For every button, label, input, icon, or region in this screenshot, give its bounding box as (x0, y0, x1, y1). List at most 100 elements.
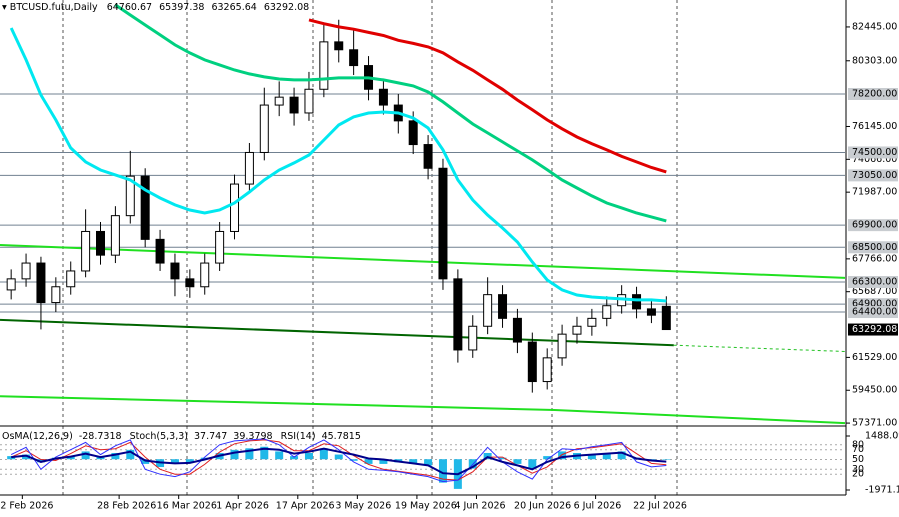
x-tick-label: 19 May 2026 (395, 501, 457, 512)
candle-body (646, 308, 656, 316)
y-tick-label: 76145.00 (852, 121, 897, 132)
level-label: 68500.00 (852, 242, 897, 253)
candle-body (438, 167, 448, 280)
candle-body (334, 41, 344, 51)
x-tick-label: 20 Jun 2026 (514, 501, 571, 512)
price-axis: 82445.00 80303.00 76145.00 74066.00 71987.00… (846, 21, 898, 429)
osma-bar (319, 448, 328, 460)
candle-body (81, 230, 91, 272)
candle-body (468, 325, 478, 351)
candle-body (557, 333, 567, 359)
candle-body (125, 175, 135, 217)
candle-body (140, 175, 150, 240)
candle-body (587, 317, 597, 327)
osma-bar (275, 451, 284, 460)
candle-body (319, 41, 329, 90)
osma-bar (438, 459, 447, 483)
candle-body (408, 120, 418, 146)
osma-bar (260, 446, 269, 460)
y-tick-label: 59450.00 (852, 385, 897, 396)
osma-bar (200, 457, 209, 460)
osma-bar (334, 454, 343, 460)
osma-bar (498, 457, 507, 460)
level-label-box (848, 146, 898, 159)
osc-level-label: 50 (852, 454, 864, 465)
level-label: 64900.00 (852, 299, 897, 310)
level-label-box (848, 306, 898, 319)
osma-bar (141, 459, 150, 464)
x-tick-label: 3 May 2026 (335, 501, 391, 512)
y-tick-label: 71987.00 (852, 187, 897, 198)
candle-body (542, 357, 552, 383)
candle-body (304, 88, 314, 114)
x-tick-label: 2 Feb 2026 (0, 501, 53, 512)
osma-bar (617, 451, 626, 460)
osma-bar (304, 452, 313, 460)
candle-body (185, 278, 195, 288)
osma-bar (349, 459, 358, 461)
osma-bar (424, 459, 433, 466)
candle-body (378, 88, 388, 106)
osma-bar (81, 451, 90, 460)
candle-body (512, 317, 522, 343)
candle-body (289, 96, 299, 114)
candle-body (215, 230, 225, 264)
osc-level-label: 30 (852, 464, 864, 475)
osma-bar (543, 456, 552, 460)
stoch-name: Stoch(5,3,3) (130, 431, 188, 442)
x-tick-label: 6 Jul 2026 (574, 501, 622, 512)
symbol: BTCUSD.futu,Daily (10, 2, 98, 13)
candle-body (274, 96, 284, 106)
osma-bar (558, 451, 567, 460)
candle-body (602, 305, 612, 319)
osma-bar (245, 448, 254, 460)
y-tick-label: 57371.00 (852, 418, 897, 429)
y-tick-label: 61529.00 (852, 352, 897, 363)
y-tick-label: 65687.00 (852, 286, 897, 297)
candle-body (170, 262, 180, 280)
candle-body (21, 262, 31, 280)
y-tick-label: 74066.00 (852, 154, 897, 165)
osma-bar (364, 459, 373, 464)
chart-header: ▾ BTCUSD.futu,Daily 64760.67 65397.38 63… (2, 2, 309, 13)
osma-bar (602, 452, 611, 460)
candle-body (259, 104, 269, 153)
x-tick-label: 4 Jun 2026 (454, 501, 505, 512)
osma-bar (126, 449, 135, 460)
candle-body (498, 294, 508, 319)
osma-bar (22, 454, 31, 460)
price-label: 63292.08 (852, 324, 897, 335)
oscillator-line (11, 447, 667, 476)
osc-level-label: 70 (852, 444, 864, 455)
osma-tick-label: -1971.1314 (865, 485, 899, 496)
trend-line (0, 395, 846, 425)
high: 65397.38 (159, 2, 204, 13)
y-tick-label: 82445.00 (852, 21, 897, 32)
osma-bar (379, 459, 388, 464)
candle-body (572, 325, 582, 335)
level-label: 66300.00 (852, 277, 897, 288)
stoch-main-value: 37.747 (194, 431, 227, 442)
x-tick-label: 16 Mar 2026 (157, 501, 217, 512)
oscillator-line (10, 438, 667, 483)
level-label: 73050.00 (852, 170, 897, 181)
candle-body (527, 341, 537, 383)
level-label-box (848, 219, 898, 232)
osc-level-label: 20 (852, 469, 864, 480)
candle-body (483, 294, 493, 327)
x-tick-label: 28 Feb 2026 (97, 501, 156, 512)
osma-bar (528, 459, 537, 469)
candle-body (36, 262, 46, 304)
candle-body (244, 151, 254, 185)
indicator-header: OsMA(12,26,9) -28.7318 Stoch(5,3,3) 37.7… (2, 431, 361, 442)
candle-body (6, 278, 16, 291)
candle-body (632, 294, 642, 310)
level-label-box (848, 276, 898, 289)
close: 63292.08 (264, 2, 309, 13)
level-label: 64400.00 (852, 307, 897, 318)
level-label: 74500.00 (852, 147, 897, 158)
osma-bar (513, 459, 522, 464)
